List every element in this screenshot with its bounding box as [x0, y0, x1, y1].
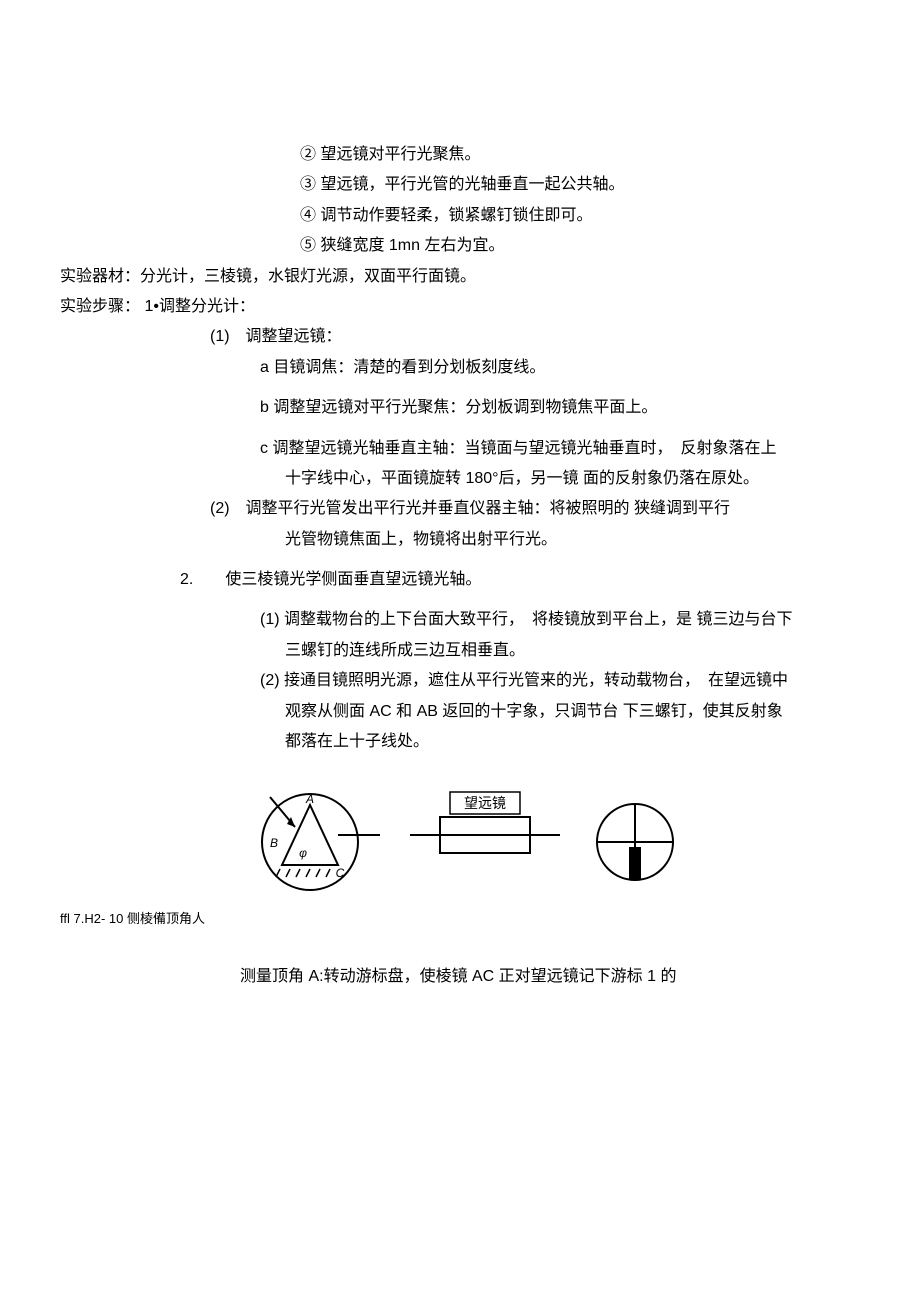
- steps-header: 实验步骤： 1•调整分光计：: [60, 292, 860, 322]
- svg-text:A: A: [305, 792, 314, 806]
- line-item-5: ⑤ 狭缝宽度 1mn 左右为宜。: [60, 231, 860, 261]
- step-1-2-l1: (2) 调整平行光管发出平行光并垂直仪器主轴：将被照明的 狭缝调到平行: [60, 494, 860, 524]
- section-2: 2. 使三棱镜光学侧面垂直望远镜光轴。: [60, 565, 860, 595]
- step-2-2-l1: (2) 接通目镜照明光源，遮住从平行光管来的光，转动载物台， 在望远镜中: [60, 666, 860, 696]
- prism-stage-icon: A B C φ: [240, 787, 380, 897]
- step-1-2-l2: 光管物镜焦面上，物镜将出射平行光。: [60, 525, 860, 555]
- step-2-1-l1: (1) 调整载物台的上下台面大致平行， 将棱镜放到平台上，是 镜三边与台下: [60, 605, 860, 635]
- step-1-1c-l2: 十字线中心，平面镜旋转 180°后，另一镜 面的反射象仍落在原处。: [60, 464, 860, 494]
- step-1-1c-l1: c 调整望远镜光轴垂直主轴：当镜面与望远镜光轴垂直时， 反射象落在上: [60, 434, 860, 464]
- step-1-1: (1) 调整望远镜：: [60, 322, 860, 352]
- svg-text:望远镜: 望远镜: [464, 795, 506, 811]
- step-1-1b: b 调整望远镜对平行光聚焦：分划板调到物镜焦平面上。: [60, 393, 860, 423]
- line-item-4: ④ 调节动作要轻柔，锁紧螺钉锁住即可。: [60, 201, 860, 231]
- step-2-2-l2: 观察从侧面 AC 和 AB 返回的十字象，只调节台 下三螺钉，使其反射象: [60, 697, 860, 727]
- equipment-line: 实验器材：分光计，三棱镜，水银灯光源，双面平行面镜。: [60, 262, 860, 292]
- step-1-1a: a 目镜调焦：清楚的看到分划板刻度线。: [60, 353, 860, 383]
- figure-row: A B C φ 望远镜: [60, 787, 860, 897]
- telescope-icon: 望远镜: [410, 787, 560, 897]
- step-2-2-l3: 都落在上十子线处。: [60, 727, 860, 757]
- line-item-3: ③ 望远镜，平行光管的光轴垂直一起公共轴。: [60, 170, 860, 200]
- step-2-1-l2: 三螺钉的连线所成三边互相垂直。: [60, 636, 860, 666]
- svg-text:φ: φ: [299, 846, 307, 860]
- crosshair-icon: [590, 787, 680, 897]
- svg-text:C: C: [336, 866, 345, 880]
- line-item-2: ② 望远镜对平行光聚焦。: [60, 140, 860, 170]
- final-line: 测量顶角 A:转动游标盘，使棱镜 AC 正对望远镜记下游标 1 的: [60, 962, 860, 992]
- figure-caption: ffl 7.H2- 10 侧棱備顶角人: [60, 907, 860, 932]
- document-page: ② 望远镜对平行光聚焦。 ③ 望远镜，平行光管的光轴垂直一起公共轴。 ④ 调节动…: [0, 0, 920, 1053]
- svg-text:B: B: [270, 836, 278, 850]
